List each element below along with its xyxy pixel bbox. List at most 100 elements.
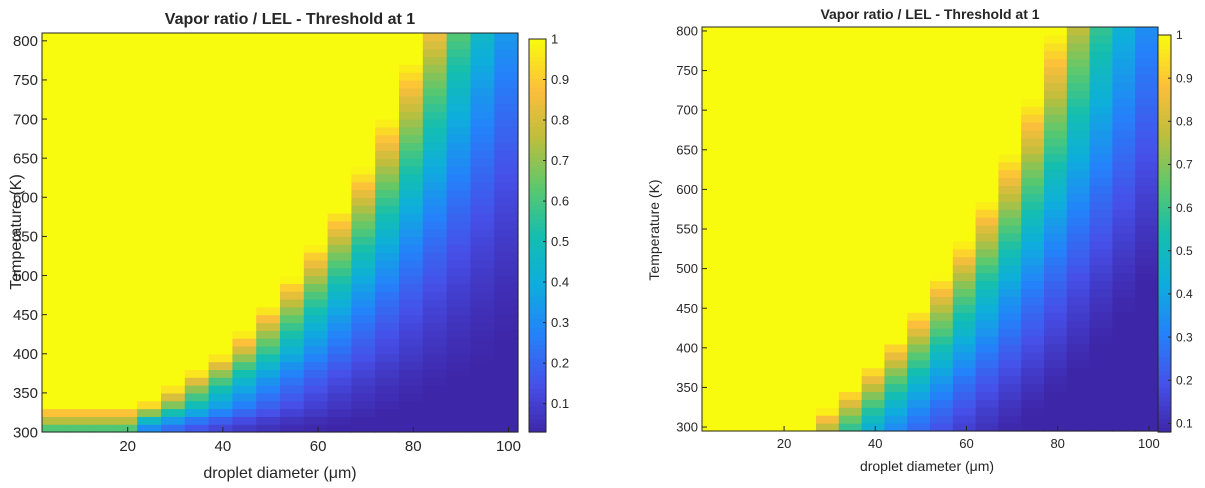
heatmap-cell <box>89 306 114 316</box>
heatmap-cell <box>399 119 424 128</box>
heatmap-cell <box>1066 153 1091 163</box>
colorbar-strip <box>529 191 546 197</box>
heatmap-cell <box>1044 137 1068 147</box>
heatmap-cell <box>838 185 863 194</box>
heatmap-cell <box>208 126 233 136</box>
heatmap-cell <box>327 291 352 300</box>
heatmap-cell <box>113 111 138 120</box>
heatmap-cell <box>375 416 400 425</box>
colorbar-strip <box>1158 352 1171 358</box>
heatmap-cell <box>494 158 519 167</box>
heatmap-cell <box>724 217 749 226</box>
heatmap-cell <box>256 306 281 316</box>
heatmap-cell <box>1135 304 1159 313</box>
heatmap-cell <box>113 64 138 73</box>
heatmap-cell <box>884 58 908 68</box>
heatmap-cell <box>952 217 977 226</box>
heatmap-cell <box>208 142 233 151</box>
heatmap-cell <box>303 424 329 433</box>
heatmap-cell <box>137 166 162 175</box>
colorbar-strip <box>529 344 546 350</box>
heatmap-cell <box>1066 335 1091 345</box>
heatmap-cell <box>446 33 471 42</box>
heatmap-cell <box>907 248 931 258</box>
heatmap-cell <box>861 145 885 155</box>
heatmap-cell <box>1066 42 1091 52</box>
heatmap-cell <box>399 166 424 175</box>
colorbar-strip <box>529 357 546 363</box>
heatmap-cell <box>1044 129 1068 139</box>
heatmap-cell <box>747 201 771 210</box>
heatmap-cell <box>303 205 329 214</box>
colorbar-strip <box>1158 109 1171 115</box>
heatmap-cell <box>952 145 977 155</box>
colorbar-strip <box>529 257 546 263</box>
heatmap-cell <box>280 40 305 50</box>
heatmap-cell <box>1135 248 1159 258</box>
heatmap-cell <box>161 385 186 394</box>
heatmap-cell <box>816 217 840 226</box>
heatmap-cell <box>446 134 471 144</box>
heatmap-cell <box>137 275 162 284</box>
heatmap-cell <box>327 322 352 331</box>
heatmap-cell <box>256 345 281 355</box>
heatmap-cell <box>1021 129 1045 139</box>
heatmap-cell <box>161 291 186 300</box>
heatmap-cell <box>280 353 305 363</box>
heatmap-cell <box>930 161 954 171</box>
heatmap-cell <box>1135 375 1159 385</box>
heatmap-cell <box>494 236 519 245</box>
heatmap-cell <box>65 283 91 292</box>
heatmap-cell <box>816 288 840 297</box>
heatmap-cell <box>208 189 233 198</box>
heatmap-cell <box>724 328 749 337</box>
heatmap-cell <box>375 299 400 308</box>
heatmap-cell <box>446 314 471 324</box>
heatmap-cell <box>702 90 726 99</box>
heatmap-cell <box>861 256 885 266</box>
heatmap-cell <box>930 50 954 60</box>
heatmap-cell <box>838 407 863 416</box>
heatmap-cell <box>975 161 999 171</box>
heatmap-cell <box>952 209 977 218</box>
heatmap-cell <box>89 111 114 120</box>
y-tick-label: 500 <box>13 268 38 285</box>
heatmap-cell <box>422 119 448 128</box>
heatmap-cell <box>232 79 257 89</box>
heatmap-cell <box>208 205 233 214</box>
heatmap-cell <box>327 189 352 198</box>
colorbar-strip <box>1158 61 1171 67</box>
heatmap-cell <box>137 72 162 81</box>
heatmap-cell <box>793 50 817 60</box>
heatmap-cell <box>256 369 281 378</box>
chart-left-x-ticks: 20 40 60 80 100 <box>119 427 521 455</box>
heatmap-cell <box>861 34 885 44</box>
heatmap-cell <box>1112 335 1136 345</box>
heatmap-cell <box>770 280 794 290</box>
heatmap-cell <box>1089 391 1113 400</box>
heatmap-cell <box>280 377 305 386</box>
heatmap-cell <box>470 220 495 230</box>
heatmap-cell <box>998 90 1022 99</box>
heatmap-cell <box>861 399 885 408</box>
heatmap-cell <box>1066 106 1091 115</box>
heatmap-cell <box>494 377 519 386</box>
heatmap-cell <box>793 42 817 52</box>
heatmap-cell <box>137 252 162 261</box>
heatmap-cell <box>256 400 281 410</box>
heatmap-cell <box>280 87 305 97</box>
heatmap-cell <box>161 111 186 120</box>
heatmap-cell <box>998 217 1022 226</box>
heatmap-cell <box>470 79 495 89</box>
heatmap-cell <box>1135 320 1159 329</box>
heatmap-cell <box>208 150 233 159</box>
heatmap-cell <box>422 314 448 324</box>
heatmap-cell <box>975 351 999 361</box>
heatmap-cell <box>303 95 329 105</box>
heatmap-cell <box>975 177 999 187</box>
heatmap-cell <box>137 119 162 128</box>
heatmap-cell <box>793 153 817 163</box>
heatmap-cell <box>89 361 114 371</box>
heatmap-cell <box>494 173 519 183</box>
heatmap-cell <box>89 416 114 425</box>
